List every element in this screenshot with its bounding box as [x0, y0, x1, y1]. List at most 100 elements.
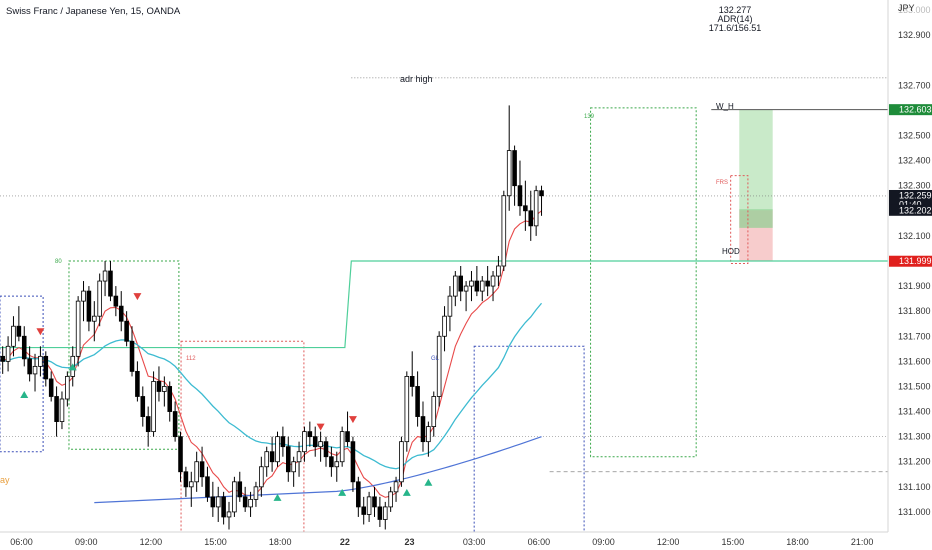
- candle[interactable]: [442, 306, 447, 352]
- candle[interactable]: [16, 306, 22, 342]
- candle[interactable]: [264, 446, 270, 477]
- candle[interactable]: [75, 296, 81, 367]
- candle[interactable]: [221, 491, 226, 525]
- candle[interactable]: [523, 180, 528, 231]
- candle[interactable]: [269, 436, 275, 472]
- candle[interactable]: [388, 486, 393, 512]
- candle[interactable]: [253, 481, 259, 507]
- price-axis[interactable]: JPY 133.000 132.900 132.700 132.500 132.400 1…: [887, 0, 931, 532]
- candle[interactable]: [356, 476, 361, 517]
- candle[interactable]: [189, 471, 194, 507]
- candle[interactable]: [237, 471, 243, 502]
- candle[interactable]: [210, 481, 216, 517]
- price-badge[interactable]: [889, 104, 932, 116]
- session-box-newyork[interactable]: [730, 175, 749, 264]
- candle[interactable]: [194, 451, 199, 492]
- candle[interactable]: [32, 353, 38, 392]
- buy-signal-marker[interactable]: [68, 363, 77, 371]
- candle[interactable]: [65, 371, 70, 407]
- buy-signal-marker[interactable]: [424, 478, 433, 486]
- sell-signal-marker[interactable]: [316, 423, 325, 431]
- candle[interactable]: [232, 476, 237, 517]
- candle[interactable]: [167, 381, 173, 422]
- plot-area[interactable]: [0, 0, 888, 532]
- candle[interactable]: [372, 486, 377, 517]
- candle[interactable]: [431, 391, 437, 437]
- candle[interactable]: [199, 446, 205, 487]
- candle[interactable]: [81, 281, 86, 322]
- candle[interactable]: [382, 501, 388, 530]
- candle[interactable]: [296, 441, 302, 477]
- candle[interactable]: [38, 346, 43, 377]
- candle[interactable]: [329, 446, 334, 477]
- candle[interactable]: [436, 331, 442, 407]
- adr-step-line[interactable]: [0, 260, 888, 349]
- candle[interactable]: [113, 286, 119, 317]
- candle[interactable]: [377, 496, 383, 527]
- candle[interactable]: [259, 456, 264, 497]
- candle[interactable]: [285, 436, 291, 482]
- session-box-asia[interactable]: [473, 345, 585, 537]
- candle[interactable]: [458, 266, 463, 302]
- candle[interactable]: [399, 436, 404, 487]
- candle[interactable]: [366, 491, 372, 522]
- candle[interactable]: [312, 426, 318, 457]
- candle[interactable]: [490, 271, 496, 302]
- candle[interactable]: [172, 401, 178, 442]
- candle[interactable]: [21, 326, 27, 367]
- candle[interactable]: [178, 431, 183, 482]
- candle[interactable]: [48, 371, 54, 402]
- candle[interactable]: [334, 451, 340, 482]
- price-badge[interactable]: [889, 204, 932, 216]
- candle[interactable]: [156, 366, 162, 402]
- candle[interactable]: [124, 311, 129, 347]
- take-profit-zone[interactable]: [739, 109, 773, 211]
- candle[interactable]: [5, 336, 11, 372]
- candle[interactable]: [474, 266, 480, 297]
- candle[interactable]: [97, 273, 102, 327]
- candle[interactable]: [415, 371, 420, 427]
- sell-signal-marker[interactable]: [348, 416, 357, 424]
- candle[interactable]: [86, 286, 92, 332]
- candle[interactable]: [102, 260, 108, 297]
- session-box-london-prev[interactable]: [68, 260, 180, 450]
- candle[interactable]: [323, 436, 329, 467]
- candle[interactable]: [512, 145, 517, 206]
- candle[interactable]: [533, 185, 539, 236]
- candle[interactable]: [485, 266, 490, 297]
- candle[interactable]: [59, 391, 65, 430]
- price-badge[interactable]: [889, 255, 932, 267]
- candle[interactable]: [447, 286, 453, 332]
- ema-slow-line[interactable]: [94, 436, 542, 504]
- ema-fast-line[interactable]: [2, 210, 542, 498]
- candle[interactable]: [291, 456, 296, 487]
- candle[interactable]: [463, 281, 469, 312]
- candle[interactable]: [302, 426, 307, 462]
- candle[interactable]: [248, 491, 253, 517]
- candle[interactable]: [145, 406, 151, 447]
- candle[interactable]: [393, 476, 399, 502]
- candle[interactable]: [350, 436, 356, 492]
- candle[interactable]: [205, 466, 210, 502]
- candle[interactable]: [426, 421, 431, 457]
- buy-signal-marker[interactable]: [402, 488, 411, 496]
- candle[interactable]: [361, 496, 366, 525]
- candle[interactable]: [409, 351, 415, 397]
- candle[interactable]: [307, 421, 313, 447]
- candle[interactable]: [479, 276, 485, 302]
- candle[interactable]: [469, 271, 474, 302]
- candle[interactable]: [135, 361, 140, 402]
- sell-signal-marker[interactable]: [133, 293, 142, 301]
- candle[interactable]: [345, 411, 350, 447]
- candle[interactable]: [215, 486, 221, 522]
- candle[interactable]: [151, 371, 156, 437]
- candle[interactable]: [539, 185, 544, 216]
- candle[interactable]: [162, 376, 167, 407]
- candle[interactable]: [108, 260, 113, 302]
- candle[interactable]: [129, 326, 135, 377]
- candle[interactable]: [420, 401, 426, 452]
- candle[interactable]: [0, 346, 5, 374]
- candle[interactable]: [528, 190, 534, 241]
- session-box-london[interactable]: [590, 107, 697, 458]
